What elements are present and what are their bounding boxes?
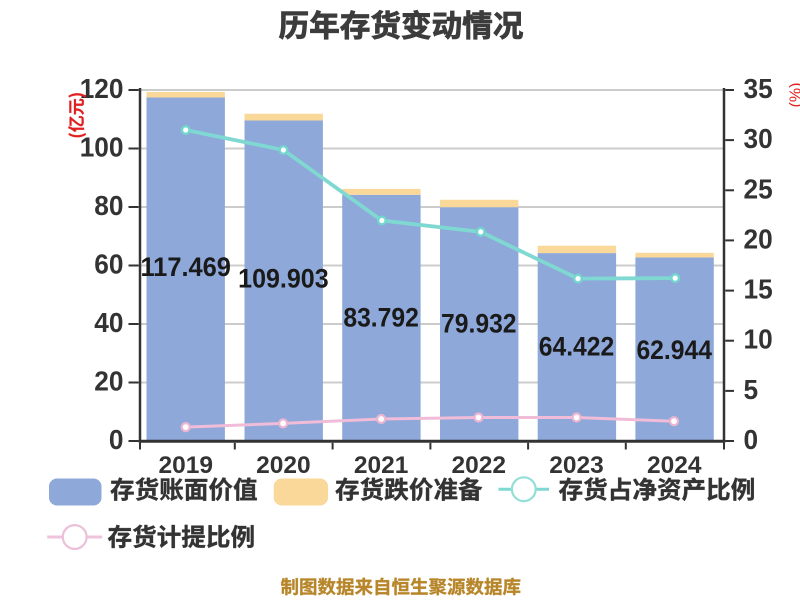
svg-text:35: 35 — [744, 73, 773, 104]
svg-text:80: 80 — [94, 190, 123, 221]
svg-text:79.932: 79.932 — [441, 308, 517, 338]
svg-text:5: 5 — [744, 374, 759, 405]
svg-text:30: 30 — [744, 123, 773, 154]
svg-text:20: 20 — [744, 223, 773, 254]
svg-text:20: 20 — [94, 366, 123, 397]
svg-text:0: 0 — [109, 424, 124, 455]
svg-text:120: 120 — [80, 73, 124, 104]
svg-text:2023: 2023 — [549, 452, 604, 479]
svg-text:40: 40 — [94, 307, 123, 338]
svg-text:25: 25 — [744, 173, 773, 204]
svg-text:109.903: 109.903 — [238, 263, 329, 293]
svg-text:62.944: 62.944 — [636, 335, 712, 365]
svg-text:15: 15 — [744, 274, 773, 305]
svg-text:2024: 2024 — [647, 452, 702, 479]
svg-text:2022: 2022 — [452, 452, 507, 479]
svg-text:2021: 2021 — [354, 452, 409, 479]
svg-text:0: 0 — [744, 424, 759, 455]
svg-text:(%): (%) — [788, 83, 800, 108]
svg-text:117.469: 117.469 — [140, 252, 231, 282]
svg-text:10: 10 — [744, 324, 773, 355]
svg-text:83.792: 83.792 — [343, 302, 419, 332]
svg-text:2020: 2020 — [256, 452, 311, 479]
svg-text:100: 100 — [80, 132, 124, 163]
svg-text:60: 60 — [94, 249, 123, 280]
svg-text:2019: 2019 — [158, 452, 213, 479]
svg-text:64.422: 64.422 — [539, 331, 615, 361]
